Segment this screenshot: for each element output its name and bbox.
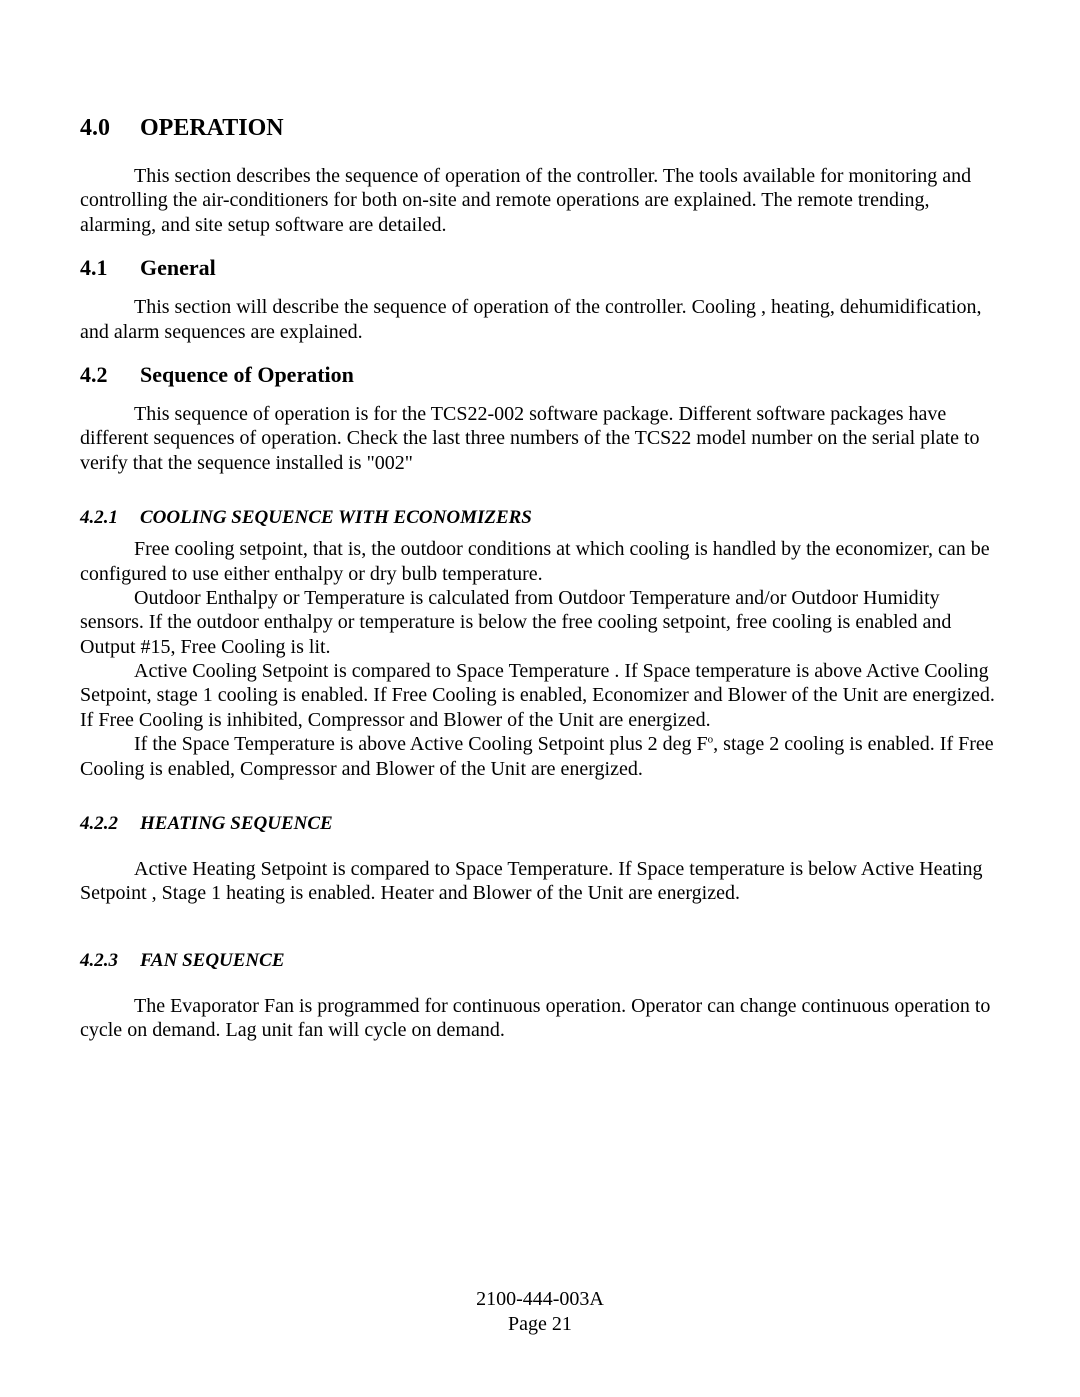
heading-title: Sequence of Operation [140, 362, 354, 387]
heading-title: OPERATION [140, 115, 284, 141]
heading-4-2-1: 4.2.1COOLING SEQUENCE WITH ECONOMIZERS [80, 507, 1000, 529]
heading-4-2-3: 4.2.3FAN SEQUENCE [80, 950, 1000, 972]
heading-number: 4.0 [80, 115, 140, 142]
heading-number: 4.2 [80, 362, 140, 388]
paragraph: Free cooling setpoint, that is, the outd… [80, 537, 1000, 586]
paragraph-text: Free cooling setpoint, that is, the outd… [80, 538, 990, 584]
paragraph: This sequence of operation is for the TC… [80, 402, 1000, 475]
heading-number: 4.2.3 [80, 950, 140, 972]
paragraph-text: This section will describe the sequence … [80, 296, 982, 342]
paragraph-text: Outdoor Enthalpy or Temperature is calcu… [80, 587, 951, 658]
heading-4-2: 4.2Sequence of Operation [80, 362, 1000, 388]
heading-title: FAN SEQUENCE [140, 950, 285, 971]
page-footer: 2100-444-003A Page 21 [0, 1287, 1080, 1337]
paragraph: Active Cooling Setpoint is compared to S… [80, 659, 1000, 732]
paragraph: This section describes the sequence of o… [80, 164, 1000, 237]
heading-number: 4.2.2 [80, 813, 140, 835]
paragraph: This section will describe the sequence … [80, 295, 1000, 344]
paragraph-text: If the Space Temperature is above Active… [134, 733, 708, 755]
heading-number: 4.2.1 [80, 507, 140, 529]
heading-4-0: 4.0OPERATION [80, 115, 1000, 142]
paragraph-text: Active Heating Setpoint is compared to S… [80, 858, 983, 904]
heading-title: COOLING SEQUENCE WITH ECONOMIZERS [140, 507, 532, 528]
paragraph: Active Heating Setpoint is compared to S… [80, 857, 1000, 906]
document-page: 4.0OPERATION This section describes the … [0, 0, 1080, 1397]
paragraph-text: The Evaporator Fan is programmed for con… [80, 995, 990, 1041]
footer-page-number: Page 21 [0, 1312, 1080, 1337]
heading-4-1: 4.1General [80, 255, 1000, 281]
paragraph: The Evaporator Fan is programmed for con… [80, 994, 1000, 1043]
heading-title: General [140, 255, 216, 280]
heading-number: 4.1 [80, 255, 140, 281]
paragraph-text: This section describes the sequence of o… [80, 165, 971, 236]
paragraph: If the Space Temperature is above Active… [80, 732, 1000, 781]
paragraph-text: Active Cooling Setpoint is compared to S… [80, 660, 995, 731]
paragraph: Outdoor Enthalpy or Temperature is calcu… [80, 586, 1000, 659]
paragraph-text: This sequence of operation is for the TC… [80, 403, 980, 474]
footer-doc-number: 2100-444-003A [0, 1287, 1080, 1312]
heading-4-2-2: 4.2.2HEATING SEQUENCE [80, 813, 1000, 835]
heading-title: HEATING SEQUENCE [140, 813, 333, 834]
